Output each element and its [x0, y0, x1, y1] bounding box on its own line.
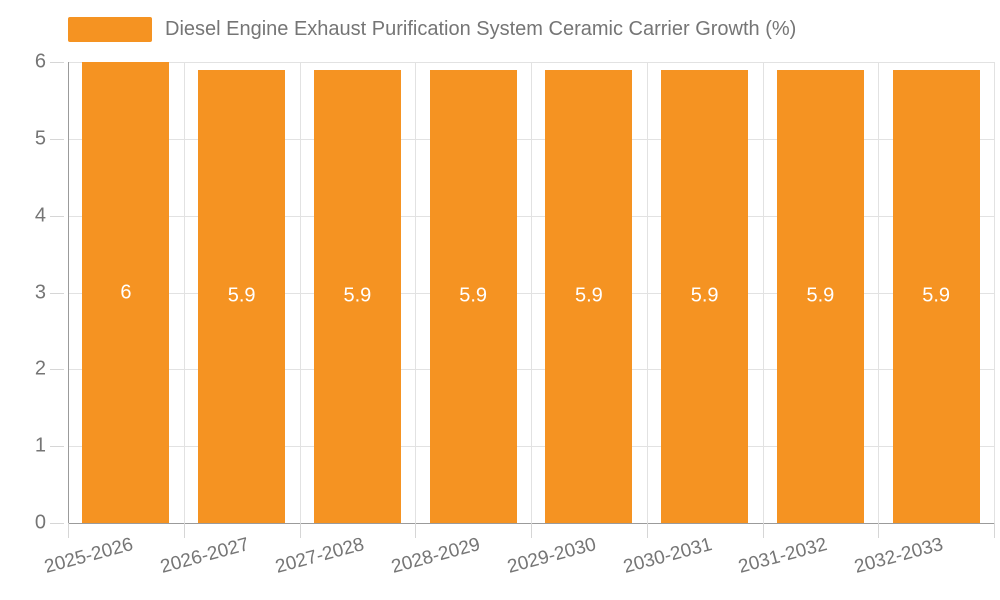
- v-gridline: [531, 62, 532, 523]
- bar[interactable]: [661, 69, 749, 523]
- bar[interactable]: [313, 69, 401, 523]
- x-axis-tick-label: 2032-2033: [852, 534, 946, 578]
- bar[interactable]: [198, 69, 286, 523]
- x-axis-tick: [878, 523, 880, 538]
- x-axis-tick: [531, 523, 532, 538]
- bar-value-label: 5.9: [690, 284, 719, 307]
- x-axis-tick: [994, 523, 995, 538]
- y-axis-tick-label: 3: [34, 281, 46, 303]
- y-axis-tick: [50, 62, 64, 63]
- y-axis-tick: [50, 446, 64, 448]
- x-axis-tick: [762, 523, 764, 538]
- legend-swatch[interactable]: [68, 17, 152, 42]
- x-axis-tick: [68, 523, 69, 538]
- x-axis-tick-label: 2028-2029: [389, 534, 483, 578]
- bar[interactable]: [545, 69, 633, 523]
- y-axis-tick-label: 4: [34, 204, 46, 227]
- y-axis-tick-label: 5: [34, 127, 46, 150]
- y-axis-tick-label: 6: [34, 50, 46, 73]
- chart-title: Diesel Engine Exhaust Purification Syste…: [165, 18, 797, 40]
- v-gridline: [415, 62, 417, 523]
- v-gridline: [183, 62, 185, 523]
- y-axis-tick: [50, 292, 64, 294]
- plot-area: 6 5.9 5.9 5.9 5.9 5.9 5.9 5.9: [68, 62, 995, 523]
- y-axis-tick: [50, 215, 64, 217]
- y-axis-tick: [50, 138, 64, 140]
- x-axis-tick-label: 2029-2030: [505, 534, 599, 578]
- bar-value-label: 5.9: [806, 284, 835, 307]
- x-axis-tick-label: 2031-2032: [736, 534, 830, 578]
- y-axis-line: [68, 62, 69, 538]
- bar-value-label: 5.9: [574, 284, 603, 307]
- bar-value-label: 5.9: [922, 284, 951, 307]
- x-axis-tick-label: 2030-2031: [620, 534, 715, 578]
- y-axis-tick: [50, 523, 64, 524]
- legend[interactable]: Diesel Engine Exhaust Purification Syste…: [68, 17, 796, 42]
- x-axis-tick: [183, 523, 185, 538]
- v-gridline: [762, 62, 764, 523]
- x-axis-tick: [415, 523, 417, 538]
- v-gridline: [878, 62, 880, 523]
- bar[interactable]: [429, 69, 517, 523]
- bar-value-label: 5.9: [459, 284, 488, 307]
- bar-value-label: 5.9: [227, 284, 256, 307]
- bar[interactable]: [892, 69, 980, 523]
- y-axis-tick-label: 2: [34, 357, 46, 380]
- x-axis-tick-label: 2026-2027: [157, 534, 252, 578]
- bar-value-label: 5.9: [343, 284, 372, 307]
- v-gridline: [646, 62, 648, 523]
- bar-value-label: 6: [120, 281, 132, 303]
- y-axis-tick-label: 1: [34, 434, 46, 457]
- v-gridline: [299, 62, 301, 523]
- y-axis-tick: [50, 369, 64, 371]
- x-axis-tick-label: 2027-2028: [273, 534, 367, 578]
- x-axis-tick-label: 2025-2026: [42, 534, 136, 578]
- bar[interactable]: [776, 69, 864, 523]
- x-axis-tick: [646, 523, 648, 538]
- v-gridline: [994, 62, 995, 523]
- y-axis-tick-label: 0: [34, 511, 46, 534]
- bar[interactable]: [82, 62, 170, 523]
- x-axis-tick: [299, 523, 301, 538]
